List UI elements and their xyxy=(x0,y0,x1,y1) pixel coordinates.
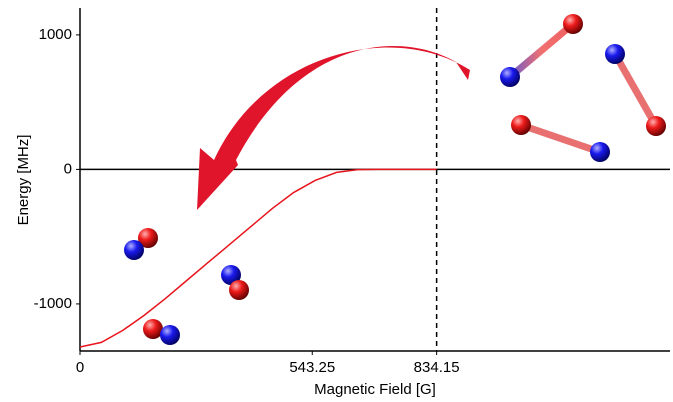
x-axis-label: Magnetic Field [G] xyxy=(314,381,436,398)
x-tick-label: 543.25 xyxy=(289,359,335,376)
plot-area: -1000 0 1000 0 543.25 834.15 xyxy=(34,8,670,376)
y-tick-label: -1000 xyxy=(34,295,72,312)
y-tick-label: 0 xyxy=(64,160,72,177)
y-tick-label: 1000 xyxy=(39,26,72,43)
y-axis-label: Energy [MHz] xyxy=(15,135,32,226)
line xyxy=(79,168,437,348)
molecules xyxy=(124,14,666,345)
x-tick-label: 834.15 xyxy=(414,359,460,376)
x-tick-label: 0 xyxy=(76,359,84,376)
arrow xyxy=(197,45,470,210)
